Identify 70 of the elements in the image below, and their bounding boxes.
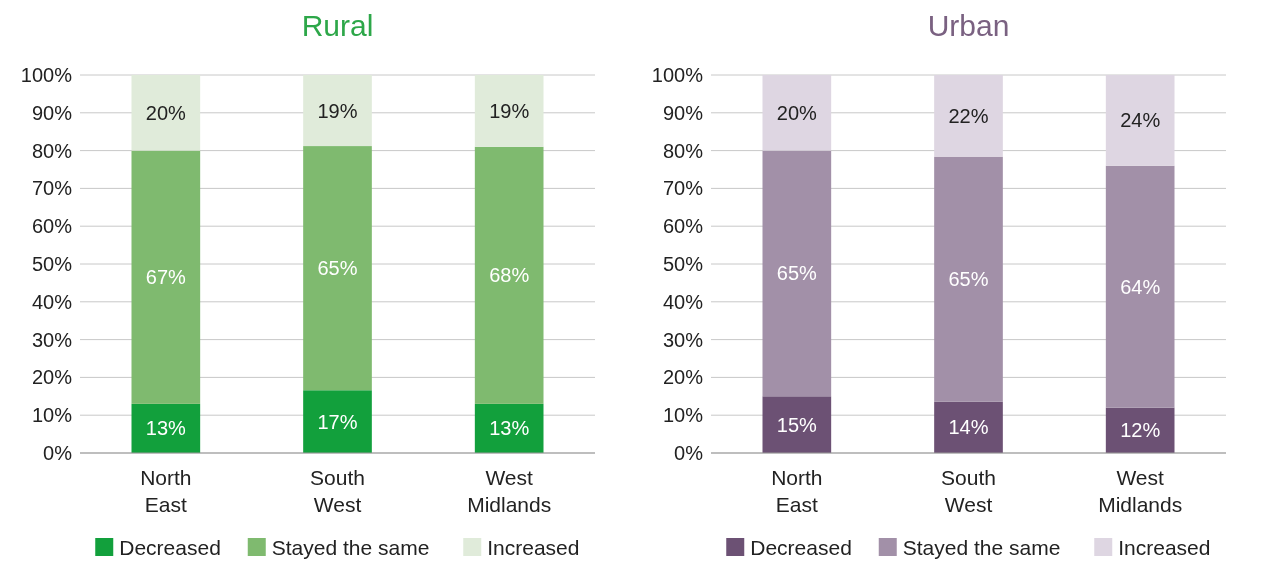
- y-tick-label: 70%: [662, 177, 704, 200]
- bar: [474, 146, 544, 404]
- data-label: 65%: [776, 262, 818, 285]
- bar: [934, 401, 1003, 453]
- data-label: 68%: [489, 264, 530, 287]
- data-label: 14%: [948, 416, 989, 439]
- data-label: 13%: [145, 417, 187, 440]
- y-tick-label: 20%: [31, 366, 73, 389]
- bar: [303, 146, 372, 391]
- legend-label: Increased: [487, 536, 580, 559]
- bar: [303, 75, 372, 147]
- y-tick-label: 70%: [31, 177, 73, 200]
- bar: [1105, 165, 1175, 408]
- y-tick-label: 40%: [662, 290, 704, 313]
- bar: [934, 75, 1003, 157]
- bar: [131, 75, 201, 151]
- y-tick-label: 90%: [31, 101, 73, 124]
- bar: [131, 150, 201, 404]
- data-label: 65%: [948, 268, 989, 291]
- data-label: 17%: [317, 410, 358, 433]
- bar: [474, 403, 544, 453]
- y-tick-label: 10%: [662, 404, 704, 427]
- chart-title: Urban: [927, 9, 1010, 42]
- legend-label: Decreased: [750, 536, 852, 559]
- y-tick-label: 60%: [31, 215, 73, 238]
- y-tick-label: 0%: [674, 442, 704, 464]
- y-tick-label: 30%: [31, 328, 73, 351]
- legend-label: Increased: [1118, 536, 1211, 559]
- y-tick-label: 100%: [651, 64, 704, 86]
- x-tick-label: South West: [941, 466, 996, 516]
- data-label: 65%: [317, 257, 358, 280]
- x-tick-label: West Midlands: [1098, 466, 1183, 516]
- y-tick-label: 20%: [662, 366, 704, 389]
- y-tick-label: 60%: [662, 215, 704, 238]
- x-tick-label: West Midlands: [467, 466, 552, 516]
- y-tick-label: 50%: [31, 253, 73, 275]
- y-tick-label: 100%: [20, 64, 73, 86]
- bar: [762, 396, 832, 453]
- y-tick-label: 50%: [662, 253, 704, 275]
- x-tick-label: South West: [310, 466, 365, 516]
- data-label: 13%: [489, 417, 530, 440]
- data-label: 12%: [1120, 419, 1161, 442]
- chart-title: Rural: [301, 9, 374, 42]
- data-label: 19%: [317, 99, 358, 122]
- y-tick-label: 40%: [31, 290, 73, 313]
- legend-label: Stayed the same: [271, 536, 430, 559]
- data-label: 22%: [948, 104, 989, 127]
- data-label: 67%: [145, 266, 187, 289]
- data-label: 19%: [489, 99, 530, 122]
- data-label: 15%: [776, 413, 818, 436]
- bar: [474, 75, 544, 147]
- y-tick-label: 80%: [31, 139, 73, 162]
- y-tick-label: 0%: [43, 442, 73, 464]
- data-label: 24%: [1120, 109, 1161, 132]
- x-tick-label: North East: [771, 466, 823, 516]
- bar: [934, 156, 1003, 402]
- bar: [762, 75, 832, 151]
- y-tick-label: 80%: [662, 139, 704, 162]
- bar: [303, 390, 372, 453]
- y-tick-label: 30%: [662, 328, 704, 351]
- data-label: 20%: [145, 101, 187, 124]
- y-tick-label: 10%: [31, 404, 73, 427]
- bar: [762, 150, 832, 397]
- data-label: 64%: [1120, 275, 1161, 298]
- x-tick-label: North East: [140, 466, 192, 516]
- data-label: 20%: [776, 101, 818, 124]
- legend-label: Stayed the same: [902, 536, 1061, 559]
- legend-label: Decreased: [119, 536, 221, 559]
- y-tick-label: 90%: [662, 101, 704, 124]
- bar: [1105, 75, 1175, 166]
